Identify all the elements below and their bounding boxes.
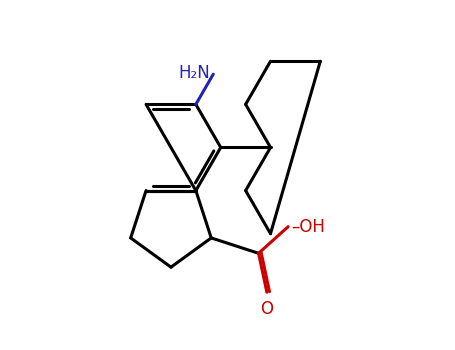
Text: –OH: –OH: [291, 218, 325, 236]
Text: O: O: [260, 300, 273, 318]
Text: H₂N: H₂N: [178, 64, 210, 82]
